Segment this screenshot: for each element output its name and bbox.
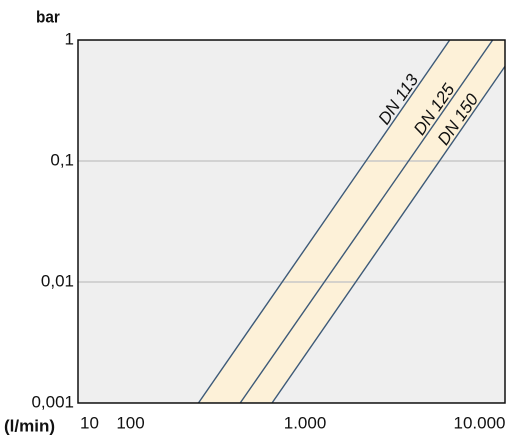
y-tick-label: 0,1 xyxy=(50,150,74,169)
x-tick-label: 100 xyxy=(116,413,144,432)
series-line xyxy=(271,65,505,403)
x-start-label: 10 xyxy=(80,413,99,432)
x-tick-label: 10.000 xyxy=(454,413,506,432)
series-line xyxy=(197,40,451,403)
y-tick-label: 1 xyxy=(65,29,74,48)
y-axis-label: bar xyxy=(36,8,60,27)
x-tick-label: 1.000 xyxy=(284,413,327,432)
band xyxy=(198,40,505,403)
plot-area xyxy=(78,40,505,403)
plot-frame xyxy=(77,39,506,404)
x-axis-label: (l/min) xyxy=(4,416,55,435)
series-line xyxy=(239,40,494,403)
y-tick-label: 0,01 xyxy=(41,271,74,290)
y-tick-label: 0,001 xyxy=(31,392,74,411)
